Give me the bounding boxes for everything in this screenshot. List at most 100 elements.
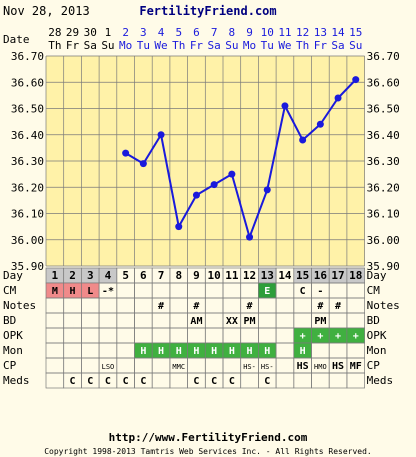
cell-fill xyxy=(240,343,259,358)
cell-text: + xyxy=(335,331,341,342)
cell-fill xyxy=(81,283,100,298)
day-number: 11 xyxy=(225,269,239,282)
cell xyxy=(275,297,295,314)
cell xyxy=(275,357,295,374)
cell-text: H xyxy=(158,346,164,357)
y-tick-label-right: 36.40 xyxy=(367,129,400,142)
cell xyxy=(311,342,330,359)
temperature-point xyxy=(352,76,360,84)
temperature-point xyxy=(175,223,183,231)
cell xyxy=(204,357,224,374)
cell-text: C xyxy=(87,376,93,387)
cell-text: PM xyxy=(244,316,256,327)
cell-text: -* xyxy=(102,286,114,297)
cell-text: HS- xyxy=(243,363,256,371)
date-label: 1 xyxy=(105,26,112,39)
cell xyxy=(116,357,135,374)
day-number: 10 xyxy=(208,269,221,282)
cell xyxy=(98,342,118,359)
cell-text: M xyxy=(52,286,58,297)
cell xyxy=(98,297,118,314)
row-label-right: CM xyxy=(367,284,381,297)
cell-text: + xyxy=(353,331,359,342)
footer-url: http://www.FertilityFriend.com xyxy=(109,431,308,444)
cell xyxy=(45,372,65,389)
cell-text: H xyxy=(140,346,146,357)
day-number: 4 xyxy=(105,269,112,282)
y-tick-label-right: 35.90 xyxy=(367,260,400,273)
row-label: BD xyxy=(3,314,16,327)
cell xyxy=(45,297,65,314)
cell-text: HMO xyxy=(314,363,327,371)
cell-fill xyxy=(152,343,170,358)
cell xyxy=(204,282,224,299)
temperature-point xyxy=(246,233,254,241)
cell xyxy=(63,297,82,314)
cell xyxy=(116,327,135,344)
cell-fill xyxy=(346,328,365,343)
weekday-label: Sa xyxy=(84,39,97,52)
cell xyxy=(134,327,153,344)
cell-fill xyxy=(258,343,277,358)
cell-text: H xyxy=(70,286,76,297)
cell-text: H xyxy=(176,346,182,357)
date-label: 11 xyxy=(278,26,291,39)
temperature-point xyxy=(192,191,200,199)
footer-copyright: Copyright 1998-2013 Tamtris Web Services… xyxy=(44,447,372,456)
day-cell-bg xyxy=(81,268,100,283)
row-label: CP xyxy=(3,359,17,372)
cell-text: PM xyxy=(314,316,326,327)
cell-text: C xyxy=(123,376,129,387)
cell-text: C xyxy=(70,376,76,387)
date-label: 13 xyxy=(314,26,327,39)
day-number: 15 xyxy=(296,269,309,282)
y-tick-label-left: 36.10 xyxy=(11,208,44,221)
cell-fill xyxy=(293,328,312,343)
row-label: Notes xyxy=(3,299,36,312)
weekday-label: Su xyxy=(225,39,238,52)
row-label-right: Notes xyxy=(367,299,400,312)
date-label: 7 xyxy=(211,26,218,39)
cell xyxy=(293,312,312,329)
cell xyxy=(134,297,153,314)
temperature-point xyxy=(334,94,342,102)
day-number: 3 xyxy=(87,269,94,282)
cell-text: C xyxy=(140,376,146,387)
weekday-label: Mo xyxy=(243,39,256,52)
date-label: 14 xyxy=(331,26,345,39)
date-label: 5 xyxy=(175,26,182,39)
weekday-label: Su xyxy=(349,39,362,52)
day-number: 1 xyxy=(52,269,59,282)
cell xyxy=(293,297,312,314)
cell xyxy=(346,372,365,389)
temperature-point xyxy=(210,181,218,189)
date-label: 6 xyxy=(193,26,200,39)
cell-text: C xyxy=(105,376,111,387)
temperature-point xyxy=(122,149,130,157)
cell-fill xyxy=(205,343,223,358)
day-cell-bg xyxy=(293,268,312,283)
cell xyxy=(204,312,224,329)
cell xyxy=(258,327,277,344)
cell-text: HS xyxy=(332,361,344,372)
y-tick-label-right: 36.70 xyxy=(367,50,400,63)
cell-text: LSO xyxy=(102,363,115,371)
date-label: 8 xyxy=(229,26,236,39)
cell xyxy=(81,297,100,314)
cell-text: + xyxy=(317,331,323,342)
y-tick-label-left: 35.90 xyxy=(11,260,44,273)
cell xyxy=(187,327,206,344)
cell xyxy=(328,372,348,389)
cell xyxy=(346,342,365,359)
day-number: 2 xyxy=(69,269,76,282)
cell xyxy=(169,372,188,389)
day-number: 5 xyxy=(122,269,129,282)
row-label: Mon xyxy=(3,344,23,357)
row-label-right: Meds xyxy=(367,374,394,387)
day-number: 7 xyxy=(158,269,165,282)
date-label: 29 xyxy=(66,26,79,39)
cell-fill xyxy=(187,343,206,358)
cell-text: HS- xyxy=(261,363,274,371)
weekday-label: Tu xyxy=(137,39,150,52)
